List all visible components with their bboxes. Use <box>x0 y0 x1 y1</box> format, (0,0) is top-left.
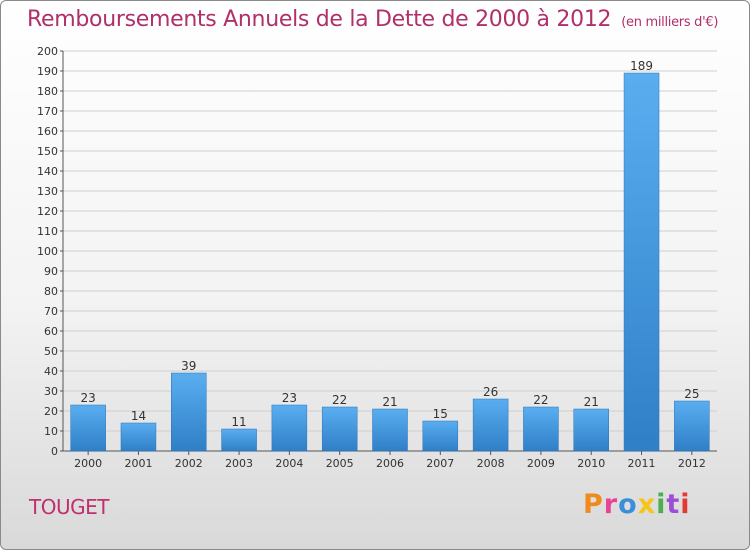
y-tick-label: 110 <box>37 225 58 238</box>
commune-name: TOUGET <box>29 495 109 519</box>
y-tick-label: 70 <box>44 305 58 318</box>
data-labels: 23 14 39 11 23 22 21 15 26 22 21 189 25 <box>81 59 700 429</box>
data-label: 25 <box>684 387 699 401</box>
bar-2002 <box>171 372 207 452</box>
x-tick-label: 2009 <box>527 457 555 470</box>
data-label: 39 <box>181 359 196 373</box>
y-tick-label: 80 <box>44 285 58 298</box>
y-tick-label: 90 <box>44 265 58 278</box>
y-tick-label: 20 <box>44 405 58 418</box>
y-tick-label: 150 <box>37 145 58 158</box>
data-label: 11 <box>231 415 246 429</box>
x-tick-label: 2002 <box>175 457 203 470</box>
proxiti-logo: Proxiti <box>583 489 691 520</box>
bar-2009 <box>523 406 559 452</box>
bar-2011 <box>623 72 660 452</box>
chart-title: Remboursements Annuels de la Dette de 20… <box>27 7 718 32</box>
data-label: 15 <box>433 407 448 421</box>
y-tick-label: 140 <box>37 165 58 178</box>
bars <box>70 72 710 452</box>
y-tick-label: 120 <box>37 205 58 218</box>
y-tick-label: 10 <box>44 425 58 438</box>
x-tick-label: 2007 <box>426 457 454 470</box>
x-tick-label: 2011 <box>628 457 656 470</box>
x-tick-labels: 2000 2001 2002 2003 2004 2005 2006 2007 2008 2009… <box>74 457 706 470</box>
y-tick-label: 30 <box>44 385 58 398</box>
y-tick-label: 40 <box>44 365 58 378</box>
y-tick-label: 200 <box>37 45 58 58</box>
y-tick-label: 130 <box>37 185 58 198</box>
bar-2001 <box>120 422 157 452</box>
logo-letter: o <box>618 489 638 520</box>
data-label: 21 <box>584 395 599 409</box>
x-tick-label: 2012 <box>678 457 706 470</box>
logo-letter: t <box>666 489 681 520</box>
x-tick-label: 2003 <box>225 457 253 470</box>
y-tick-labels: 0 10 20 30 40 50 60 70 80 90 100 110 120 130 140 150 160… <box>37 45 58 458</box>
data-label: 14 <box>131 409 146 423</box>
y-tick-label: 60 <box>44 325 58 338</box>
x-tick-label: 2000 <box>74 457 102 470</box>
data-label: 23 <box>81 391 96 405</box>
x-tick-label: 2005 <box>326 457 354 470</box>
y-tick-label: 0 <box>51 445 58 458</box>
logo-letter: r <box>603 489 619 520</box>
bar-2006 <box>372 408 408 452</box>
y-tick-label: 180 <box>37 85 58 98</box>
logo-letter: i <box>680 489 691 520</box>
bar-2012 <box>674 400 710 452</box>
bar-2003 <box>221 428 257 452</box>
y-tick-label: 170 <box>37 105 58 118</box>
title-unit: (en milliers d'€) <box>621 15 719 30</box>
x-tick-label: 2001 <box>124 457 152 470</box>
bar-2008 <box>472 398 509 452</box>
data-label: 22 <box>533 393 548 407</box>
bar-2004 <box>271 404 308 452</box>
x-tick-label: 2010 <box>577 457 605 470</box>
logo-letter: i <box>656 489 667 520</box>
data-label: 26 <box>483 385 498 399</box>
logo-letter: P <box>583 489 604 520</box>
y-tick-label: 50 <box>44 345 58 358</box>
title-text: Remboursements Annuels de la Dette de 20… <box>27 7 612 32</box>
x-tick-label: 2006 <box>376 457 404 470</box>
grid-lines <box>63 50 717 452</box>
y-tick-label: 100 <box>37 245 58 258</box>
bar-2005 <box>321 406 358 452</box>
x-tick-label: 2008 <box>477 457 505 470</box>
y-tick-label: 160 <box>37 125 58 138</box>
logo-letter: x <box>637 489 657 520</box>
data-label: 21 <box>382 395 397 409</box>
y-tick-label: 190 <box>37 65 58 78</box>
data-label: 22 <box>332 393 347 407</box>
x-tick-label: 2004 <box>275 457 303 470</box>
data-label: 23 <box>282 391 297 405</box>
bar-2000 <box>70 404 106 452</box>
bar-2010 <box>573 408 609 452</box>
data-label: 189 <box>630 59 653 73</box>
bar-2007 <box>422 420 459 452</box>
